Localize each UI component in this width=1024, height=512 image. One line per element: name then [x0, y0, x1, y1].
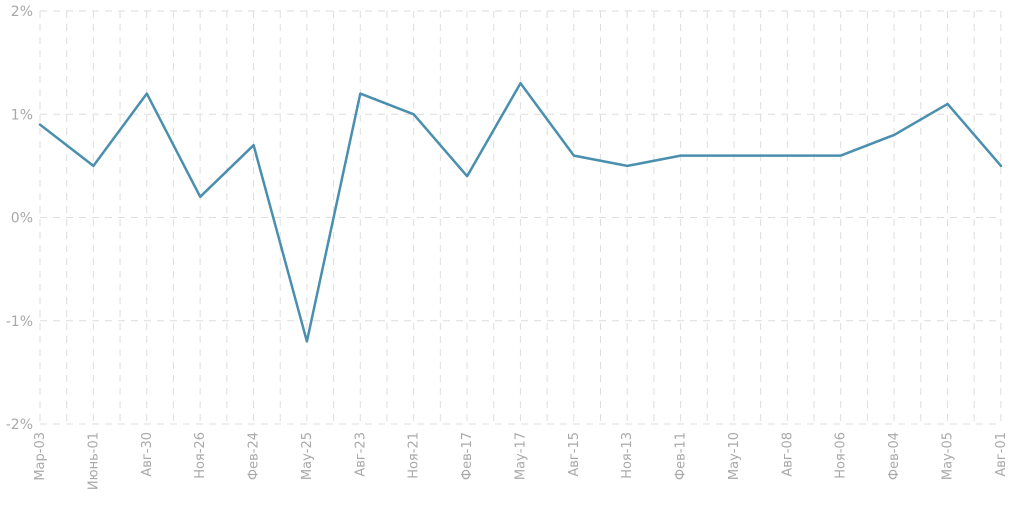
series-line — [38, 82, 1003, 343]
x-tick-label: Фев-24 — [247, 432, 262, 480]
x-tick-label: Авг-23 — [353, 432, 368, 477]
x-tick-label: Фев-11 — [674, 432, 689, 480]
x-tick-label: Мау-10 — [727, 432, 742, 480]
x-tick-label: Ноя-21 — [407, 432, 422, 479]
x-tick-label: Ноя-26 — [193, 432, 208, 479]
x-tick-label: Авг-08 — [780, 432, 795, 477]
grid — [39, 10, 1002, 425]
y-tick-label: 1% — [11, 107, 33, 123]
series-layer — [38, 82, 1003, 343]
x-tick-label: Ноя-13 — [620, 432, 635, 479]
x-tick-label: Авг-01 — [994, 432, 1009, 477]
x-tick-label: Авг-30 — [140, 432, 155, 477]
x-tick-label: Мау-05 — [940, 432, 955, 480]
y-tick-label: 0% — [11, 211, 33, 227]
x-tick-label: Ноя-06 — [834, 432, 849, 479]
x-tick-label: Фев-17 — [460, 432, 475, 480]
y-tick-label: -2% — [6, 417, 33, 433]
x-tick-label: Мау-17 — [513, 432, 528, 480]
x-tick-label: Фев-04 — [887, 432, 902, 480]
x-axis-ticks: Мар-03 Июнь-01 Авг-30 Ноя-26 Фев-24 Мау-25 Авг… — [33, 432, 1009, 490]
y-tick-label: -1% — [6, 314, 33, 330]
y-axis-ticks: 2% 1% 0% -1% -2% — [6, 4, 33, 433]
x-tick-label: Авг-15 — [567, 432, 582, 477]
x-tick-label: Мар-03 — [33, 432, 48, 481]
x-tick-label: Июнь-01 — [86, 432, 101, 490]
y-tick-label: 2% — [11, 4, 33, 20]
x-tick-label: Мау-25 — [300, 432, 315, 480]
